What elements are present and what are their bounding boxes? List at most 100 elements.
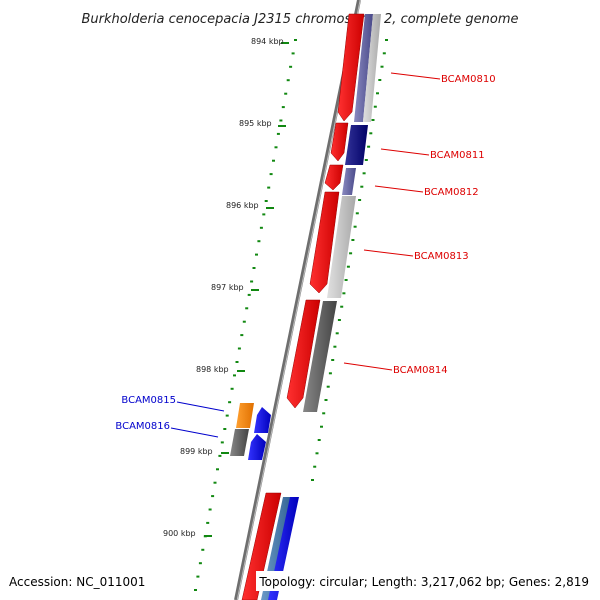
gene-label-BCAM0816[interactable]: BCAM0816 (115, 421, 170, 432)
gc-dot (264, 200, 268, 202)
map-title: Burkholderia cenocepacia J2315 chromosom… (81, 12, 518, 27)
gc-dot (353, 225, 357, 228)
gene-BCAM0810-match[interactable] (354, 14, 373, 122)
left-features (230, 403, 271, 460)
tick-label-896: 896 kbp (226, 201, 259, 210)
tick-label-898: 898 kbp (196, 365, 229, 374)
gene-BCAM0813-arrow[interactable] (309, 191, 340, 294)
leader-line (176, 401, 225, 412)
gc-dot (250, 280, 254, 283)
leader-line (374, 185, 424, 193)
gene-BCAM0816-feature[interactable] (230, 429, 249, 456)
gene-BCAM0811-match[interactable] (345, 125, 368, 165)
tick-label-899: 899 kbp (180, 447, 213, 456)
gene-label-BCAM0815[interactable]: BCAM0815 (121, 395, 176, 406)
gc-dot (291, 52, 295, 55)
gc-dot (335, 332, 339, 335)
gc-dot (362, 172, 366, 175)
gc-dot (311, 479, 314, 481)
gene-BCAM0814-arrow[interactable] (286, 299, 321, 409)
gc-dot (367, 145, 371, 148)
gc-dot (196, 575, 200, 578)
gc-dot (220, 441, 224, 444)
gene-label-BCAM0812[interactable]: BCAM0812 (424, 187, 479, 198)
gc-dot (351, 239, 355, 241)
gc-dot (358, 199, 362, 201)
gene-label-BCAM0814[interactable]: BCAM0814 (393, 365, 448, 376)
tick-label-894: 894 kbp (251, 37, 284, 46)
gene-BCAM0810-light-match[interactable] (363, 14, 381, 122)
gc-dot (385, 39, 388, 41)
gc-dot (213, 481, 217, 484)
gc-dot (259, 226, 263, 229)
accession-text: Accession: NC_011001 (9, 575, 145, 589)
gc-dot (360, 185, 364, 188)
tick-label-897: 897 kbp (211, 283, 244, 292)
gc-dot (281, 106, 285, 109)
gene-BCAM0811-arrow[interactable] (330, 122, 349, 162)
gc-dot (331, 359, 335, 361)
gene-forward-lower-arrow[interactable] (241, 492, 282, 600)
gc-dot (218, 454, 222, 457)
gc-dot (286, 79, 290, 82)
footer-background (256, 571, 596, 591)
reverse-cds-track (261, 14, 381, 600)
gene-BCAM0814-match[interactable] (303, 301, 337, 412)
gc-dot (324, 399, 328, 401)
gc-dot (225, 414, 229, 417)
gc-dot (257, 240, 261, 243)
gene-BCAM0810-arrow[interactable] (337, 13, 365, 122)
gc-dot (242, 320, 246, 323)
gene-BCAM0815-blue-arrow[interactable] (254, 407, 271, 433)
gc-dot (371, 119, 375, 121)
gc-dot (211, 495, 215, 498)
gc-dot (216, 468, 219, 471)
gc-dot (279, 119, 283, 122)
gc-dot (206, 521, 210, 524)
gc-dot (235, 361, 239, 363)
gc-dot (333, 345, 337, 348)
gc-dot (208, 508, 212, 511)
gene-BCAM0812-match[interactable] (342, 168, 356, 195)
leader-line (363, 249, 414, 257)
gc-dot (272, 159, 275, 162)
gc-dot (355, 212, 359, 215)
gc-dot (289, 65, 293, 68)
gc-dot (317, 439, 321, 441)
gc-content-track (194, 39, 388, 591)
gc-dot (294, 39, 297, 41)
gc-dot (340, 305, 344, 308)
summary-text: Topology: circular; Length: 3,217,062 bp… (258, 575, 589, 589)
tick-label-900: 900 kbp (163, 529, 196, 538)
gc-dot (252, 267, 256, 269)
gc-dot (237, 347, 241, 350)
gc-dot (201, 548, 205, 551)
leader-line (380, 148, 430, 156)
gene-BCAM0812-arrow[interactable] (324, 164, 344, 191)
gc-dot (230, 387, 234, 390)
gc-dot (315, 452, 319, 455)
kbp-scale: 894 kbp 895 kbp 896 kbp 897 kbp 898 kbp … (163, 37, 289, 538)
gc-dot (380, 65, 384, 68)
gc-dot (240, 334, 244, 337)
gc-dot (369, 132, 373, 135)
gc-dot (328, 372, 332, 375)
gc-dot (262, 213, 266, 216)
gc-dot (346, 265, 350, 268)
gene-BCAM0815-feature[interactable] (236, 403, 254, 428)
leader-line (170, 427, 219, 438)
gc-dot (274, 146, 278, 149)
gc-dot (245, 307, 249, 310)
gc-dot (373, 105, 377, 108)
forward-cds-track (241, 13, 365, 600)
gc-dot (382, 52, 386, 55)
gene-label-BCAM0811[interactable]: BCAM0811 (430, 150, 485, 161)
gc-dot (349, 252, 353, 255)
gene-label-BCAM0810[interactable]: BCAM0810 (441, 74, 496, 85)
gene-BCAM0813-match[interactable] (327, 196, 356, 298)
leader-line (343, 362, 393, 371)
gc-dot (255, 253, 258, 256)
gene-label-BCAM0813[interactable]: BCAM0813 (414, 251, 469, 262)
gc-dot (276, 132, 280, 135)
gene-BCAM0816-blue-arrow[interactable] (248, 434, 266, 460)
